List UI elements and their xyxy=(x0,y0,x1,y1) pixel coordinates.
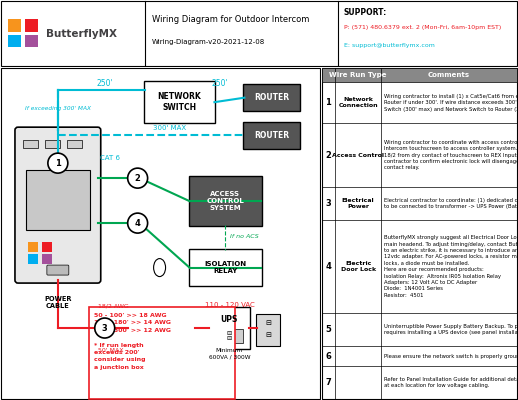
Text: 7: 7 xyxy=(325,378,331,387)
FancyBboxPatch shape xyxy=(26,170,90,230)
FancyBboxPatch shape xyxy=(25,34,38,48)
FancyBboxPatch shape xyxy=(23,140,38,148)
Text: 6: 6 xyxy=(325,352,331,360)
FancyBboxPatch shape xyxy=(322,68,517,82)
Circle shape xyxy=(48,153,68,173)
FancyBboxPatch shape xyxy=(1,1,517,66)
FancyBboxPatch shape xyxy=(208,307,250,349)
Text: Minimum
600VA / 300W: Minimum 600VA / 300W xyxy=(209,348,250,359)
Text: ButterflyMX: ButterflyMX xyxy=(46,29,117,39)
Text: Comments: Comments xyxy=(428,72,470,78)
Text: 250': 250' xyxy=(96,79,113,88)
FancyBboxPatch shape xyxy=(127,313,196,343)
FancyBboxPatch shape xyxy=(1,68,320,399)
Text: Network
Connection: Network Connection xyxy=(338,97,378,108)
FancyBboxPatch shape xyxy=(8,34,21,48)
Text: If exceeding 300' MAX: If exceeding 300' MAX xyxy=(25,106,91,111)
Text: ACCESS
CONTROL
SYSTEM: ACCESS CONTROL SYSTEM xyxy=(207,191,244,211)
Circle shape xyxy=(127,213,148,233)
Text: P: (571) 480.6379 ext. 2 (Mon-Fri, 6am-10pm EST): P: (571) 480.6379 ext. 2 (Mon-Fri, 6am-1… xyxy=(344,25,501,30)
Text: 50 - 100' >> 18 AWG
100 - 180' >> 14 AWG
180 - 300' >> 12 AWG

* If run length
e: 50 - 100' >> 18 AWG 100 - 180' >> 14 AWG… xyxy=(94,313,171,370)
Text: 1: 1 xyxy=(325,98,331,107)
Text: Wiring contractor to install (1) x Cat5e/Cat6 from each Intercom panel location : Wiring contractor to install (1) x Cat5e… xyxy=(384,94,518,112)
Text: Wiring-Diagram-v20-2021-12-08: Wiring-Diagram-v20-2021-12-08 xyxy=(152,40,265,46)
Text: ButterflyMX strongly suggest all Electrical Door Lock wiring to be home-run dire: ButterflyMX strongly suggest all Electri… xyxy=(384,235,518,298)
Circle shape xyxy=(127,168,148,188)
Text: 4: 4 xyxy=(135,219,140,228)
Circle shape xyxy=(95,318,114,338)
FancyBboxPatch shape xyxy=(15,127,100,283)
Text: Please ensure the network switch is properly grounded.: Please ensure the network switch is prop… xyxy=(384,354,518,358)
Text: 2: 2 xyxy=(325,150,331,160)
Text: ISOLATION
RELAY: ISOLATION RELAY xyxy=(204,261,247,274)
FancyBboxPatch shape xyxy=(243,84,300,111)
FancyBboxPatch shape xyxy=(243,122,300,149)
FancyBboxPatch shape xyxy=(25,19,38,32)
Text: Access Control: Access Control xyxy=(332,152,384,158)
FancyBboxPatch shape xyxy=(256,314,280,346)
Text: Electric
Door Lock: Electric Door Lock xyxy=(340,261,376,272)
FancyBboxPatch shape xyxy=(189,176,262,226)
FancyBboxPatch shape xyxy=(28,242,38,252)
Text: Wiring contractor to coordinate with access control provider, install (1) x 18/2: Wiring contractor to coordinate with acc… xyxy=(384,140,518,170)
Text: Wire Run Type: Wire Run Type xyxy=(329,72,387,78)
Text: 5: 5 xyxy=(325,325,331,334)
Text: SUPPORT:: SUPPORT: xyxy=(344,8,387,17)
FancyBboxPatch shape xyxy=(322,68,517,399)
FancyBboxPatch shape xyxy=(143,81,215,123)
Text: 4: 4 xyxy=(325,262,331,271)
Text: ROUTER: ROUTER xyxy=(254,131,290,140)
Circle shape xyxy=(52,156,64,168)
Ellipse shape xyxy=(154,258,166,276)
Text: 1: 1 xyxy=(55,159,61,168)
Text: E: support@butterflymx.com: E: support@butterflymx.com xyxy=(344,43,435,48)
FancyBboxPatch shape xyxy=(42,242,52,252)
FancyBboxPatch shape xyxy=(67,140,82,148)
Text: ROUTER: ROUTER xyxy=(254,93,290,102)
Text: Electrical contractor to coordinate: (1) dedicated circuit (with 3-20 receptacle: Electrical contractor to coordinate: (1)… xyxy=(384,198,518,209)
FancyBboxPatch shape xyxy=(47,265,69,275)
FancyBboxPatch shape xyxy=(28,254,38,264)
Text: ⊟
⊟: ⊟ ⊟ xyxy=(227,331,232,342)
Text: 250': 250' xyxy=(211,79,228,88)
Text: 110 - 120 VAC: 110 - 120 VAC xyxy=(205,302,254,308)
Text: ⊟: ⊟ xyxy=(265,320,271,326)
FancyBboxPatch shape xyxy=(45,140,60,148)
Text: Refer to Panel Installation Guide for additional details. Leave 6" service loop
: Refer to Panel Installation Guide for ad… xyxy=(384,377,518,388)
Text: 18/2 AWG: 18/2 AWG xyxy=(98,303,128,308)
Text: 50' MAX: 50' MAX xyxy=(98,348,123,353)
FancyBboxPatch shape xyxy=(215,329,243,343)
Text: CAT 6: CAT 6 xyxy=(100,155,120,161)
Text: UPS: UPS xyxy=(221,315,238,324)
Text: If no ACS: If no ACS xyxy=(231,234,259,238)
Text: NETWORK
SWITCH: NETWORK SWITCH xyxy=(157,92,202,112)
Text: POWER
CABLE: POWER CABLE xyxy=(44,296,71,308)
FancyBboxPatch shape xyxy=(189,249,262,286)
FancyBboxPatch shape xyxy=(89,307,235,399)
Text: Electrical
Power: Electrical Power xyxy=(342,198,375,209)
Text: Uninterruptible Power Supply Battery Backup. To prevent voltage drops and surges: Uninterruptible Power Supply Battery Bac… xyxy=(384,324,518,335)
FancyBboxPatch shape xyxy=(42,254,52,264)
Text: 3: 3 xyxy=(102,324,108,332)
Text: Wiring Diagram for Outdoor Intercom: Wiring Diagram for Outdoor Intercom xyxy=(152,15,309,24)
Text: 3: 3 xyxy=(325,199,331,208)
Text: ⊟: ⊟ xyxy=(265,332,271,338)
Text: TRANSFORMER: TRANSFORMER xyxy=(132,325,192,331)
Text: 2: 2 xyxy=(135,174,140,183)
FancyBboxPatch shape xyxy=(8,19,21,32)
Text: 300' MAX: 300' MAX xyxy=(153,125,186,131)
